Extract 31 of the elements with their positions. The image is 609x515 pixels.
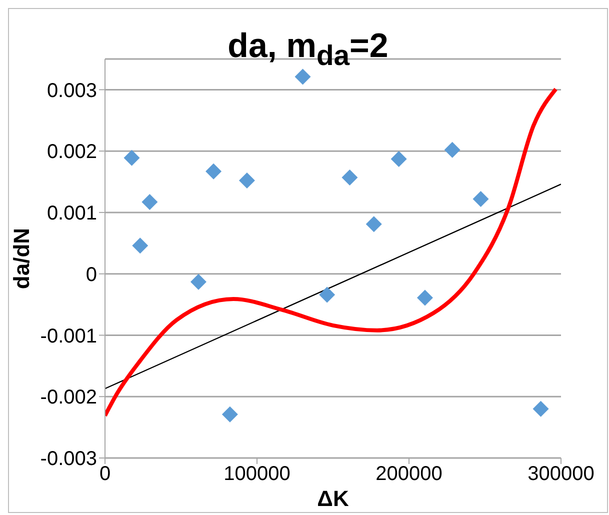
y-tick-label: -0.002 (40, 386, 97, 409)
point (238, 172, 255, 189)
point (390, 151, 407, 168)
y-tick-label: 0.001 (46, 202, 97, 225)
point (416, 290, 433, 306)
y-tick-label: -0.001 (40, 325, 97, 348)
point (132, 238, 148, 254)
point (342, 169, 358, 186)
point (222, 406, 238, 422)
x-tick-label: 100000 (224, 463, 290, 486)
x-tick-label: 200000 (376, 463, 442, 486)
chart-title: da, m$_{da}$=2 (226, 27, 390, 73)
point (124, 150, 140, 166)
point (366, 216, 382, 232)
x-tick-label: 300000 (528, 463, 594, 486)
x-axis-title: ΔK (317, 486, 349, 511)
line-series (105, 87, 558, 418)
point (190, 274, 206, 290)
point (294, 68, 311, 85)
y-tick-label: 0.003 (46, 80, 97, 102)
y-tick-label: 0.002 (46, 141, 97, 164)
y-tick-label: -0.003 (40, 448, 97, 470)
y-axis-title: da/dN (8, 228, 34, 290)
point (142, 194, 158, 210)
point (444, 142, 460, 158)
y-tick-label: 0 (86, 264, 97, 286)
x-tick-label: 0 (99, 463, 111, 486)
point (472, 190, 489, 207)
point (319, 286, 336, 303)
point (206, 163, 222, 180)
point (532, 400, 549, 417)
